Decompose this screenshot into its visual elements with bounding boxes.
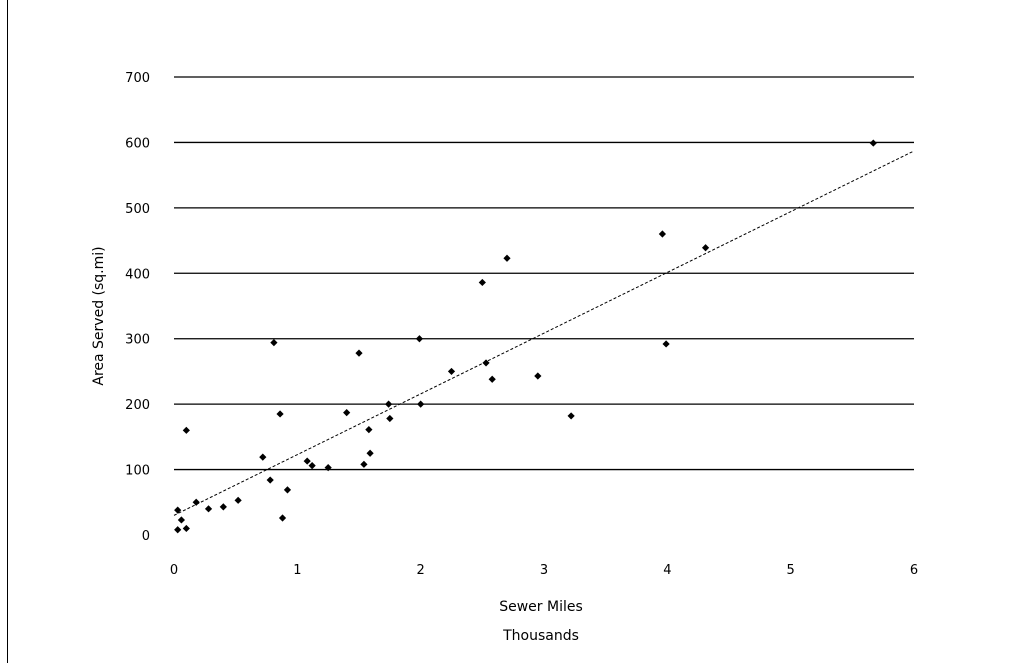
data-point <box>276 410 284 418</box>
data-point <box>386 414 394 423</box>
data-point <box>360 460 368 468</box>
data-point <box>192 498 200 506</box>
data-point <box>355 349 363 357</box>
data-point <box>567 412 575 420</box>
data-point <box>385 400 393 408</box>
x-tick-label: 3 <box>540 563 548 578</box>
trendline <box>173 150 915 516</box>
data-point <box>701 244 710 252</box>
data-point <box>662 340 670 348</box>
left-border-line <box>7 0 8 663</box>
data-point <box>303 457 311 465</box>
data-point <box>259 453 267 461</box>
data-point <box>204 505 213 513</box>
y-tick-label: 0 <box>142 529 150 544</box>
data-point <box>219 503 227 511</box>
x-tick-label: 1 <box>293 563 301 578</box>
data-point <box>365 426 373 434</box>
y-tick-label: 600 <box>125 136 150 151</box>
data-point <box>182 524 190 533</box>
x-tick-label: 2 <box>417 563 425 578</box>
y-tick-label: 400 <box>125 267 150 282</box>
y-tick-label: 300 <box>125 333 150 348</box>
y-axis-ticks: 0 100 200 300 400 500 600 700 <box>125 71 150 544</box>
data-point <box>488 375 496 383</box>
y-tick-label: 100 <box>125 464 150 479</box>
data-point <box>366 449 374 457</box>
data-point <box>869 139 877 147</box>
x-axis-ticks: 0 1 2 3 4 5 6 <box>170 563 918 578</box>
data-point <box>278 514 287 522</box>
data-point <box>234 496 242 504</box>
data-point <box>447 367 456 376</box>
x-tick-label: 6 <box>910 563 918 578</box>
data-points <box>174 139 877 534</box>
data-point <box>270 339 278 347</box>
y-tick-label: 500 <box>125 202 150 217</box>
data-point <box>482 359 490 367</box>
data-point <box>324 464 332 472</box>
x-tick-label: 4 <box>663 563 671 578</box>
data-point <box>417 400 425 408</box>
data-point <box>266 476 274 484</box>
data-point <box>283 486 292 494</box>
x-axis-title: Sewer Miles <box>499 599 583 615</box>
data-point <box>478 278 486 287</box>
y-tick-label: 200 <box>125 398 150 413</box>
data-point <box>177 516 185 524</box>
data-point <box>182 426 190 434</box>
data-point <box>503 254 511 262</box>
data-point <box>343 409 351 417</box>
x-tick-label: 0 <box>170 563 178 578</box>
y-axis-title: Area Served (sq.mi) <box>91 246 107 385</box>
x-axis-subtitle: Thousands <box>502 628 579 644</box>
data-point <box>415 335 424 343</box>
data-point <box>308 462 316 470</box>
data-point <box>174 506 182 514</box>
x-tick-label: 5 <box>787 563 795 578</box>
data-point <box>658 230 666 238</box>
data-point <box>534 372 542 380</box>
data-point <box>174 526 182 534</box>
gridlines <box>174 76 914 471</box>
y-tick-label: 700 <box>125 71 150 86</box>
